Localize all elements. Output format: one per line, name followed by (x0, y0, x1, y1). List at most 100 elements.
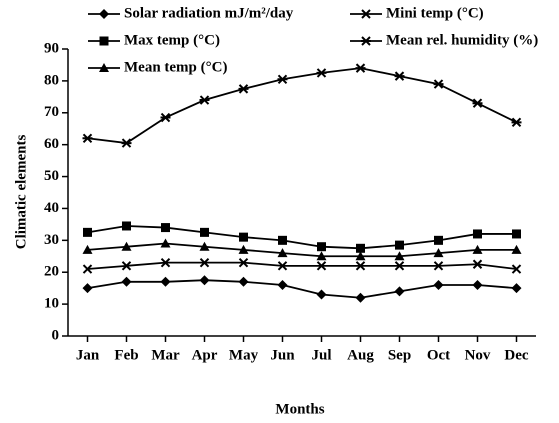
marker (394, 71, 405, 81)
marker (82, 244, 93, 254)
marker (82, 264, 93, 274)
marker (278, 235, 287, 245)
marker (511, 283, 522, 294)
legend-label: Solar radiation mJ/m²/day (124, 5, 294, 21)
marker (121, 261, 132, 271)
marker (122, 221, 131, 231)
marker (472, 98, 483, 108)
marker (199, 95, 210, 105)
marker (316, 251, 327, 261)
legend-label: Mean temp (°C) (124, 59, 227, 75)
marker (316, 261, 327, 271)
x-tick-label: Jan (76, 347, 100, 363)
x-axis-label: Months (275, 401, 324, 417)
marker (433, 248, 444, 258)
series-line (87, 261, 517, 270)
marker (277, 74, 288, 85)
marker (121, 138, 132, 148)
marker (277, 248, 288, 258)
legend-label: Mini temp (°C) (386, 5, 484, 21)
y-tick-label: 60 (44, 136, 59, 152)
marker (512, 229, 521, 239)
marker (238, 276, 249, 287)
y-tick-label: 20 (44, 264, 59, 280)
x-tick-label: Feb (114, 347, 138, 363)
marker (238, 257, 249, 268)
marker (434, 235, 443, 245)
y-tick-label: 90 (44, 40, 59, 56)
legend-marker (99, 9, 109, 19)
marker (238, 84, 249, 94)
x-tick-label: Apr (192, 347, 218, 363)
y-tick-label: 40 (44, 200, 59, 216)
marker (121, 276, 132, 287)
y-tick-label: 0 (52, 327, 60, 343)
marker (238, 244, 249, 254)
y-tick-label: 30 (44, 232, 59, 248)
series-line (87, 225, 517, 250)
marker (355, 63, 366, 73)
x-tick-label: Nov (465, 347, 491, 363)
marker (472, 244, 483, 254)
marker (317, 242, 326, 252)
marker (239, 232, 248, 242)
marker (83, 227, 92, 237)
marker (160, 238, 171, 248)
marker (160, 112, 171, 123)
legend-label: Max temp (°C) (124, 32, 220, 48)
x-tick-label: Aug (347, 347, 374, 363)
marker (82, 133, 93, 143)
marker (394, 251, 405, 261)
marker (200, 227, 209, 237)
x-tick-label: Jul (311, 347, 331, 363)
legend-marker (361, 9, 371, 19)
marker (356, 243, 365, 253)
marker (394, 261, 405, 271)
marker (433, 79, 444, 89)
legend-marker (361, 36, 371, 46)
marker (355, 292, 366, 303)
marker (511, 117, 522, 128)
marker (160, 257, 171, 268)
y-tick-label: 10 (44, 296, 59, 312)
y-tick-label: 50 (44, 168, 59, 184)
marker (511, 264, 522, 274)
legend-label: Mean rel. humidity (%) (386, 32, 538, 48)
marker (82, 283, 93, 294)
marker (199, 275, 210, 286)
x-tick-label: May (229, 347, 259, 363)
marker (277, 261, 288, 271)
y-axis-label: Climatic elements (13, 135, 29, 250)
series-line (87, 279, 517, 299)
marker (511, 244, 522, 254)
legend-marker (99, 63, 109, 72)
marker (433, 279, 444, 290)
marker (199, 257, 210, 268)
marker (472, 259, 483, 269)
y-tick-label: 80 (44, 72, 59, 88)
y-tick-label: 70 (44, 104, 59, 120)
marker (316, 289, 327, 300)
marker (433, 261, 444, 271)
marker (355, 261, 366, 271)
x-tick-label: Mar (151, 347, 180, 363)
marker (355, 251, 366, 261)
x-tick-label: Oct (427, 347, 450, 363)
marker (473, 229, 482, 239)
series-line (87, 242, 517, 258)
x-tick-label: Dec (504, 347, 528, 363)
marker (395, 240, 404, 250)
x-tick-label: Sep (388, 347, 411, 363)
marker (277, 279, 288, 290)
marker (161, 223, 170, 233)
marker (199, 241, 210, 251)
series-line (87, 67, 517, 145)
marker (472, 279, 483, 290)
marker (394, 286, 405, 297)
x-tick-label: Jun (270, 347, 295, 363)
legend-marker (99, 36, 109, 46)
marker (160, 276, 171, 287)
marker (121, 241, 132, 251)
marker (316, 68, 327, 78)
